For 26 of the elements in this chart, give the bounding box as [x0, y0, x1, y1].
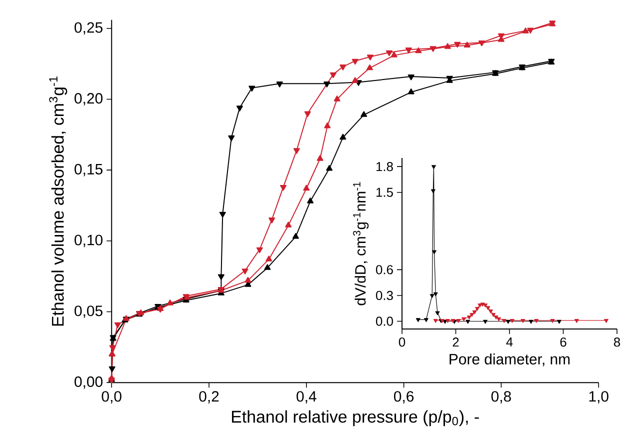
- y-tick-label: 0,20: [74, 93, 102, 106]
- y-tick-label: 0,00: [74, 376, 102, 389]
- y-axis-title: dV/dD, cm$^{3}$g$^{-1}$nm$^{-1}$: [353, 182, 369, 306]
- x-tick-label: 0,4: [296, 391, 316, 404]
- x-axis-title: Ethanol relative pressure (p/p$_{0}$), -: [232, 410, 479, 426]
- x-tick-label: 8: [614, 338, 620, 347]
- y-tick-label: 1.5: [376, 188, 393, 197]
- y-tick-label: 0.6: [376, 265, 393, 274]
- y-tick-label: 0.0: [376, 316, 393, 326]
- x-tick-label: 0,8: [491, 391, 511, 404]
- x-tick-label: 0: [398, 338, 406, 347]
- x-tick-label: 0,2: [199, 391, 219, 404]
- x-axis-title: Pore diameter, nm: [450, 354, 570, 366]
- y-tick-label: 1.8: [376, 162, 393, 172]
- y-tick-label: 0,25: [74, 22, 102, 35]
- y-tick-label: 0,15: [74, 164, 102, 176]
- x-tick-label: 2: [452, 338, 459, 347]
- x-tick-label: 4: [506, 338, 513, 346]
- x-tick-label: 1,0: [589, 391, 608, 404]
- x-tick-label: 6: [560, 338, 566, 347]
- x-tick-label: 0,6: [394, 391, 414, 404]
- y-tick-label: 0,05: [74, 306, 102, 318]
- x-tick-label: 0,0: [102, 391, 122, 404]
- y-axis-title: Ethanol volume adsorbed, cm$^{3}$g$^{-1}$: [49, 76, 68, 326]
- y-tick-label: 0,10: [74, 234, 102, 248]
- y-tick-label: 0.3: [376, 290, 393, 300]
